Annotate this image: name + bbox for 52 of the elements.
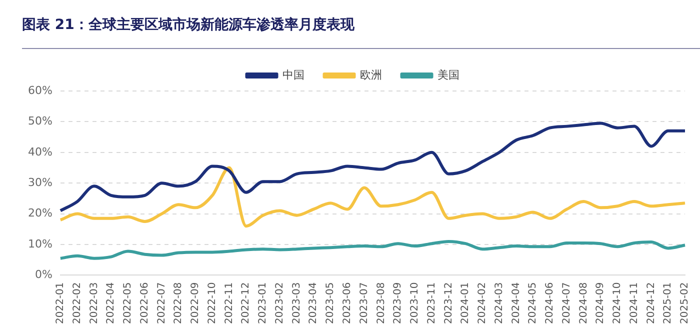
y-tick-label: 10% bbox=[28, 237, 52, 250]
x-tick-label: 2024-09 bbox=[595, 282, 606, 324]
x-tick-label: 2023-09 bbox=[392, 282, 404, 324]
y-tick-label: 30% bbox=[28, 176, 52, 189]
x-tick-label: 2023-02 bbox=[274, 282, 286, 324]
x-tick-label: 2024-10 bbox=[612, 282, 624, 324]
x-tick-label: 2023-01 bbox=[258, 282, 269, 324]
y-tick-label: 50% bbox=[28, 114, 52, 128]
x-tick-label: 2024-07 bbox=[561, 282, 572, 324]
x-tick-label: 2024-06 bbox=[544, 282, 556, 324]
x-tick-label: 2024-05 bbox=[528, 282, 539, 324]
x-tick-label: 2023-10 bbox=[410, 282, 421, 324]
x-tick-label: 2024-11 bbox=[628, 282, 640, 324]
x-tick-label: 2024-08 bbox=[578, 282, 590, 324]
x-tick-label: 2023-04 bbox=[308, 282, 320, 324]
x-tick-label: 2024-03 bbox=[494, 282, 505, 324]
x-tick-label: 2023-12 bbox=[443, 282, 454, 324]
x-tick-label: 2022-11 bbox=[224, 282, 235, 324]
x-tick-label: 2022-02 bbox=[72, 282, 83, 324]
x-tick-label: 2025-02 bbox=[680, 282, 691, 324]
line-series bbox=[58, 240, 686, 260]
x-tick-label: 2022-08 bbox=[173, 282, 184, 324]
legend-label: 中国 bbox=[282, 68, 304, 82]
x-tick-label: 2024-04 bbox=[510, 282, 522, 324]
x-tick-label: 2024-02 bbox=[477, 282, 488, 324]
x-tick-label: 2022-05 bbox=[122, 282, 134, 324]
x-tick-label: 2022-06 bbox=[139, 282, 150, 324]
x-tick-label: 2023-08 bbox=[376, 282, 387, 324]
line-series bbox=[58, 166, 686, 228]
x-tick-label: 2022-10 bbox=[206, 282, 218, 324]
x-tick-label: 2022-12 bbox=[240, 282, 252, 324]
x-tick-label: 2023-11 bbox=[426, 282, 438, 324]
x-tick-label: 2024-01 bbox=[460, 282, 472, 324]
line-series bbox=[58, 122, 686, 212]
x-tick-label: 2023-06 bbox=[342, 282, 353, 324]
legend-label: 美国 bbox=[437, 68, 460, 82]
x-tick-label: 2023-07 bbox=[358, 282, 370, 324]
x-tick-label: 2022-07 bbox=[156, 282, 168, 324]
x-tick-label: 2022-09 bbox=[190, 282, 202, 324]
legend-label: 欧洲 bbox=[360, 68, 382, 82]
x-tick-label: 2022-03 bbox=[88, 282, 100, 324]
x-tick-label: 2023-05 bbox=[325, 282, 336, 324]
x-tick-label: 2022-01 bbox=[55, 282, 66, 324]
x-tick-label: 2023-03 bbox=[291, 282, 302, 324]
x-tick-label: 2024-12 bbox=[646, 282, 657, 324]
y-tick-label: 40% bbox=[28, 145, 52, 158]
y-tick-label: 20% bbox=[28, 206, 52, 220]
chart-title: 图表 21：全球主要区域市场新能源车渗透率月度表现 bbox=[22, 16, 354, 34]
y-tick-label: 60% bbox=[28, 84, 52, 97]
x-tick-label: 2025-01 bbox=[662, 282, 674, 324]
x-tick-label: 2022-04 bbox=[106, 282, 117, 324]
y-tick-label: 0% bbox=[34, 268, 52, 282]
